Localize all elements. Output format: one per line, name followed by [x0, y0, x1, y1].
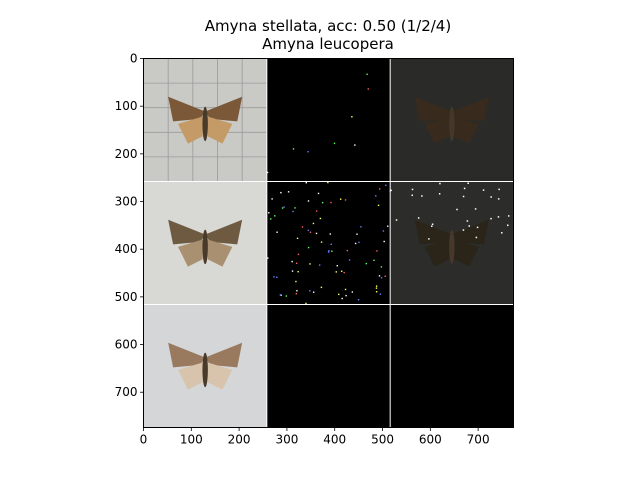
y-tick-label: 700 — [115, 385, 138, 399]
saliency-map-1 — [266, 58, 391, 182]
x-tick-label: 0 — [140, 433, 148, 447]
moth-shape — [168, 342, 243, 390]
y-tick-label: 600 — [115, 338, 138, 352]
moth-shape — [168, 96, 243, 144]
saliency-speckles — [266, 73, 369, 174]
saliency-map-2 — [266, 181, 391, 306]
x-tick-label: 300 — [275, 433, 298, 447]
y-tick-label: 400 — [115, 242, 138, 256]
moth-shape — [414, 219, 489, 267]
specimen-photo-3 — [143, 304, 267, 428]
x-tick-label: 200 — [228, 433, 251, 447]
x-tick-label: 600 — [419, 433, 442, 447]
empty-cell-2 — [390, 304, 514, 428]
specimen-photo-1 — [143, 58, 267, 182]
y-tick-label: 0 — [130, 52, 138, 66]
empty-cell-1 — [266, 304, 391, 428]
x-tick-label: 400 — [323, 433, 346, 447]
x-tick-label: 500 — [371, 433, 394, 447]
chart-subtitle: Amyna leucopera — [262, 35, 394, 53]
y-tick-label: 200 — [115, 147, 138, 161]
moth-shape — [414, 96, 489, 144]
overlay-map-2 — [390, 181, 514, 305]
y-tick-label: 500 — [115, 290, 138, 304]
chart-title: Amyna stellata, acc: 0.50 (1/2/4) — [204, 17, 452, 35]
moth-shape — [168, 219, 243, 267]
specimen-photo-2 — [143, 181, 267, 305]
y-tick-label: 300 — [115, 195, 138, 209]
x-tick-label: 700 — [467, 433, 490, 447]
overlay-map-1 — [390, 58, 514, 182]
x-tick-label: 100 — [180, 433, 203, 447]
y-tick-label: 100 — [115, 99, 138, 113]
saliency-speckles — [267, 181, 391, 306]
overlay-speckles — [390, 182, 510, 240]
axes-frame — [143, 58, 514, 428]
